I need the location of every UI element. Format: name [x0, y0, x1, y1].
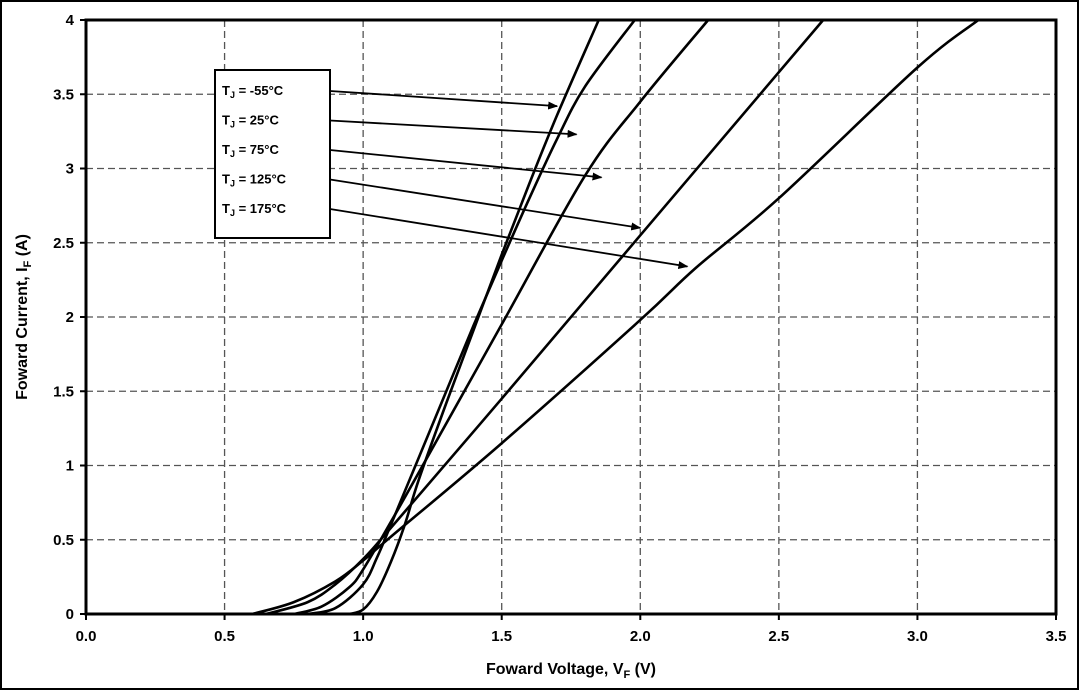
y-tick-label: 4: [66, 12, 75, 29]
y-tick-label: 0.5: [53, 532, 74, 549]
x-tick-label: 2.0: [630, 628, 651, 645]
legend-arrows: [329, 90, 689, 270]
x-tick-label: 3.5: [1046, 628, 1067, 645]
x-tick-label: 0.0: [76, 628, 97, 645]
curve-tj-3: [265, 19, 825, 616]
tick-labels: 0.0 0.5 1.0 1.5 2.0 2.5 3.0 3.5 0 0.5 1 1.5 2 2.5 3 3.5…: [53, 12, 1066, 645]
legend-entry: TJ = 25°C: [222, 113, 279, 130]
y-tick-label: 1: [66, 458, 74, 475]
y-tick-label: 2.5: [53, 235, 74, 252]
y-axis-label: Foward Current, IF (A): [14, 234, 34, 400]
legend-arrow: [329, 208, 689, 270]
y-tick-label: 2: [66, 309, 74, 326]
legend-box: [214, 69, 331, 239]
y-tick-label: 3: [66, 161, 74, 178]
legend-entry: TJ = -55°C: [222, 83, 284, 100]
y-tick-label: 3.5: [53, 86, 74, 103]
curve-tj-2: [293, 19, 710, 616]
legend: TJ = -55°C TJ = 25°C TJ = 75°C TJ = 125°C TJ…: [222, 83, 287, 218]
curve-tj-1: [307, 19, 636, 616]
x-tick-label: 3.0: [907, 628, 928, 645]
y-tick-label: 1.5: [53, 383, 74, 400]
x-tick-label: 1.5: [491, 628, 512, 645]
legend-arrow: [329, 178, 642, 231]
y-tick-label: 0: [66, 606, 74, 623]
curve-tj-0: [348, 19, 600, 616]
legend-entry: TJ = 125°C: [222, 172, 287, 189]
x-axis-label: Foward Voltage, VF (V): [486, 661, 656, 681]
x-tick-label: 0.5: [214, 628, 235, 645]
legend-arrow: [329, 149, 603, 181]
curve-tj-4: [251, 18, 980, 616]
legend-entry: TJ = 75°C: [222, 142, 279, 159]
legend-entry: TJ = 175°C: [222, 201, 287, 218]
legend-arrow: [329, 119, 578, 138]
curves: [86, 18, 980, 616]
plot-border: [84, 18, 1058, 616]
x-tick-label: 2.5: [768, 628, 789, 645]
legend-arrow: [329, 90, 559, 110]
x-tick-label: 1.0: [353, 628, 374, 645]
